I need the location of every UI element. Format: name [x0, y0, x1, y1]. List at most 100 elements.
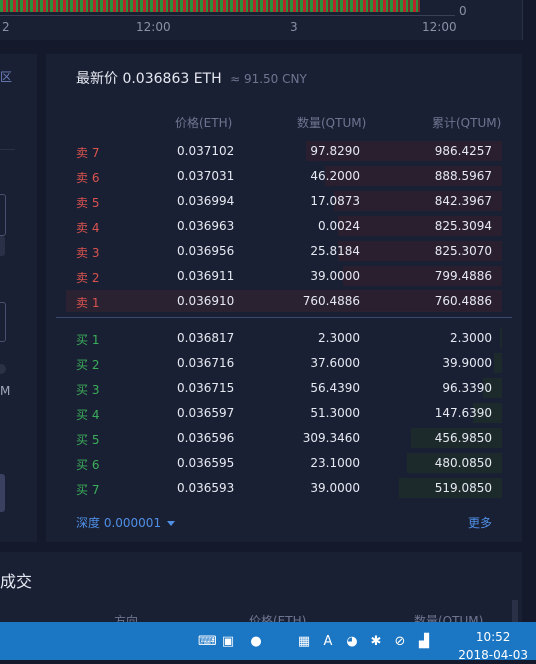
cumulative-cell: 799.4886 [434, 269, 492, 283]
side-label: 卖 2 [76, 271, 100, 285]
depth-bar [398, 478, 502, 498]
price-cell: 0.036963 [177, 219, 235, 233]
adobe-icon[interactable]: A [323, 634, 333, 649]
signal-icon[interactable]: ▟ [419, 634, 429, 649]
keyboard-icon[interactable]: ⌨ [198, 634, 217, 649]
quantity-cell: 46.2000 [310, 169, 360, 183]
quantity-cell: 2.3000 [318, 331, 360, 345]
depth-bar [411, 428, 502, 448]
side-label: 买 2 [76, 358, 100, 372]
qq-icon[interactable]: ◕ [346, 634, 358, 649]
price-cell: 0.036595 [177, 456, 235, 470]
bid-row[interactable]: 买 6 0.036595 23.1000 480.0850 [66, 452, 502, 474]
cumulative-cell: 986.4257 [434, 144, 492, 158]
input-method-icon[interactable]: ▦ [297, 634, 311, 649]
side-label: 买 6 [76, 458, 100, 472]
cumulative-cell: 825.3070 [434, 244, 492, 258]
quantity-column-header: 数量(QTUM) [297, 116, 367, 130]
last-price-value: 0.036863 ETH [122, 71, 222, 87]
quantity-cell: 17.0873 [310, 194, 360, 208]
bid-row[interactable]: 买 7 0.036593 39.0000 519.0850 [66, 477, 502, 499]
cumulative-cell: 519.0850 [434, 481, 492, 495]
ask-row[interactable]: 卖 4 0.036963 0.0024 825.3094 [66, 215, 502, 237]
bid-row[interactable]: 买 1 0.036817 2.3000 2.3000 [66, 327, 502, 349]
ask-row[interactable]: 卖 1 0.036910 760.4886 760.4886 [66, 290, 502, 312]
price-input[interactable] [0, 194, 6, 236]
time-axis-tick: 3 [290, 20, 298, 34]
last-price-label: 最新价 [76, 71, 118, 87]
cumulative-cell: 480.0850 [434, 456, 492, 470]
bid-row[interactable]: 买 4 0.036597 51.3000 147.6390 [66, 402, 502, 424]
depth-bar [337, 216, 502, 236]
price-chart-strip: 2 12:00 3 12:00 0 [0, 0, 523, 40]
price-cell: 0.036911 [177, 269, 235, 283]
unit-fragment: M [0, 384, 11, 398]
price-cell: 0.036597 [177, 406, 235, 420]
quantity-cell: 25.8184 [310, 244, 360, 258]
side-label: 买 7 [76, 483, 100, 497]
depth-bar [350, 291, 502, 311]
side-label: 卖 3 [76, 246, 100, 260]
cumulative-cell: 842.3967 [434, 194, 492, 208]
side-label: 买 4 [76, 408, 100, 422]
panel-tab-fragment[interactable]: 区 [0, 70, 13, 84]
cumulative-cell: 39.9000 [442, 356, 492, 370]
quantity-cell: 97.8290 [310, 144, 360, 158]
ask-row[interactable]: 卖 6 0.037031 46.2000 888.5967 [66, 165, 502, 187]
system-clock[interactable]: 10:52 2018-04-03 [458, 628, 528, 664]
depth-selector[interactable]: 深度 0.000001 [76, 514, 176, 531]
candlestick-bars [0, 0, 420, 12]
price-cell: 0.036910 [177, 294, 235, 308]
amount-input[interactable] [0, 302, 6, 342]
bluetooth-icon[interactable]: ✱ [370, 634, 382, 649]
bid-row[interactable]: 买 3 0.036715 56.4390 96.3390 [66, 377, 502, 399]
device-icon[interactable]: ▣ [221, 634, 235, 649]
price-cell: 0.036716 [177, 356, 235, 370]
windows-taskbar: ⌨ ▣ ● ▦ A ◕ ✱ ⊘ ▟ 10:52 2018-04-03 [0, 622, 536, 662]
time-axis-line [0, 15, 455, 16]
last-price-header: 最新价 0.036863 ETH ≈ 91.50 CNY [76, 68, 307, 88]
depth-bar [500, 328, 502, 348]
quantity-cell: 37.6000 [310, 356, 360, 370]
spread-divider [56, 317, 512, 318]
more-link[interactable]: 更多 [467, 516, 492, 530]
cumulative-cell: 825.3094 [434, 219, 492, 233]
trade-form-panel: 区 M [0, 54, 37, 542]
side-label: 卖 6 [76, 171, 100, 185]
divider [0, 149, 15, 150]
depth-bar [494, 353, 502, 373]
price-cell: 0.036715 [177, 381, 235, 395]
depth-bar [472, 403, 502, 423]
slider-handle[interactable] [0, 364, 6, 374]
app-icon[interactable]: ● [250, 634, 262, 649]
price-cell: 0.036596 [177, 431, 235, 445]
clock-date: 2018-04-03 [458, 648, 528, 662]
ask-row[interactable]: 卖 7 0.037102 97.8290 986.4257 [66, 140, 502, 162]
cumulative-cell: 147.6390 [434, 406, 492, 420]
depth-bar [342, 266, 502, 286]
quantity-cell: 0.0024 [318, 219, 360, 233]
quantity-cell: 56.4390 [310, 381, 360, 395]
quantity-cell: 51.3000 [310, 406, 360, 420]
depth-bar [406, 453, 502, 473]
price-column-header: 价格(ETH) [175, 116, 233, 130]
price-cell: 0.036817 [177, 331, 235, 345]
price-cell: 0.037102 [177, 144, 235, 158]
submit-button[interactable] [0, 474, 5, 512]
bid-row[interactable]: 买 2 0.036716 37.6000 39.9000 [66, 352, 502, 374]
y-axis-zero: 0 [459, 4, 467, 18]
depth-bar [325, 166, 502, 186]
volume-muted-icon[interactable]: ⊘ [394, 634, 406, 649]
depth-bar [334, 191, 502, 211]
cumulative-cell: 96.3390 [442, 381, 492, 395]
ask-row[interactable]: 卖 3 0.036956 25.8184 825.3070 [66, 240, 502, 262]
scrollbar[interactable] [512, 600, 518, 622]
price-cell: 0.037031 [177, 169, 235, 183]
cumulative-cell: 2.3000 [450, 331, 492, 345]
ask-row[interactable]: 卖 5 0.036994 17.0873 842.3967 [66, 190, 502, 212]
ask-row[interactable]: 卖 2 0.036911 39.0000 799.4886 [66, 265, 502, 287]
cumulative-column-header: 累计(QTUM) [432, 116, 502, 130]
quantity-cell: 760.4886 [302, 294, 360, 308]
quantity-cell: 39.0000 [310, 269, 360, 283]
bid-row[interactable]: 买 5 0.036596 309.3460 456.9850 [66, 427, 502, 449]
